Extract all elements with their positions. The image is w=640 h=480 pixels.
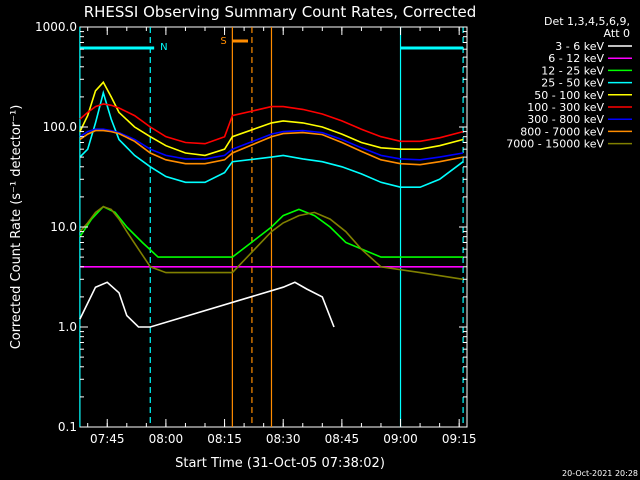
legend-label: 3 - 6 keV [555, 40, 604, 53]
y-tick-label: 1000.0 [35, 20, 77, 34]
series-line-100-300-kev [79, 103, 464, 145]
y-tick-label: 1.0 [58, 320, 77, 334]
y-tick-label: 100.0 [43, 120, 77, 134]
y-tick-label: 0.1 [58, 420, 77, 434]
series-line-3-6-kev [79, 281, 335, 328]
y-axis-label: Corrected Count Rate (s⁻¹ detector⁻¹) [9, 105, 24, 350]
x-tick-label: 08:15 [207, 432, 242, 446]
legend-header-line-1: Det 1,3,4,5,6,9, [544, 15, 630, 28]
x-tick-label: 09:00 [383, 432, 418, 446]
series-line-12-25-kev [79, 205, 464, 258]
legend-label: 6 - 12 keV [548, 52, 604, 65]
annotation-label: S [220, 36, 226, 47]
y-tick-label: 10.0 [50, 220, 77, 234]
x-tick-label: 07:45 [90, 432, 125, 446]
y-axis: 0.1 1.0 10.0 100.0 1000.0 [35, 20, 467, 434]
annotation-label: N [160, 42, 167, 53]
x-axis-label: Start Time (31-Oct-05 07:38:02) [175, 456, 385, 471]
series-line-50-100-kev [79, 80, 464, 157]
x-tick-label: 08:45 [325, 432, 360, 446]
legend-label: 12 - 25 keV [541, 64, 604, 77]
legend-label: 50 - 100 keV [534, 89, 604, 102]
legend-label: 300 - 800 keV [527, 113, 604, 126]
annotations: NS [79, 36, 464, 53]
series-line-25-50-kev [79, 89, 464, 188]
legend-label: 800 - 7000 keV [520, 125, 604, 138]
series-line-300-800-kev [79, 128, 464, 161]
legend-header-line-2: Att 0 [604, 27, 630, 40]
series-line-800-7000-kev [79, 129, 464, 166]
x-tick-label: 09:15 [442, 432, 477, 446]
series-line-7000-15000-kev [79, 205, 464, 281]
series-group [79, 80, 464, 328]
x-axis: 07:45 08:00 08:15 08:30 08:45 09:00 09:15 [87, 27, 477, 446]
x-tick-label: 08:00 [149, 432, 184, 446]
legend-label: 7000 - 15000 keV [506, 138, 604, 151]
legend-label: 25 - 50 keV [541, 77, 604, 90]
legend-label: 100 - 300 keV [527, 101, 604, 114]
footer-timestamp: 20-Oct-2021 20:28 [562, 469, 638, 478]
chart-title: RHESSI Observing Summary Count Rates, Co… [84, 3, 477, 21]
x-tick-label: 08:30 [266, 432, 301, 446]
